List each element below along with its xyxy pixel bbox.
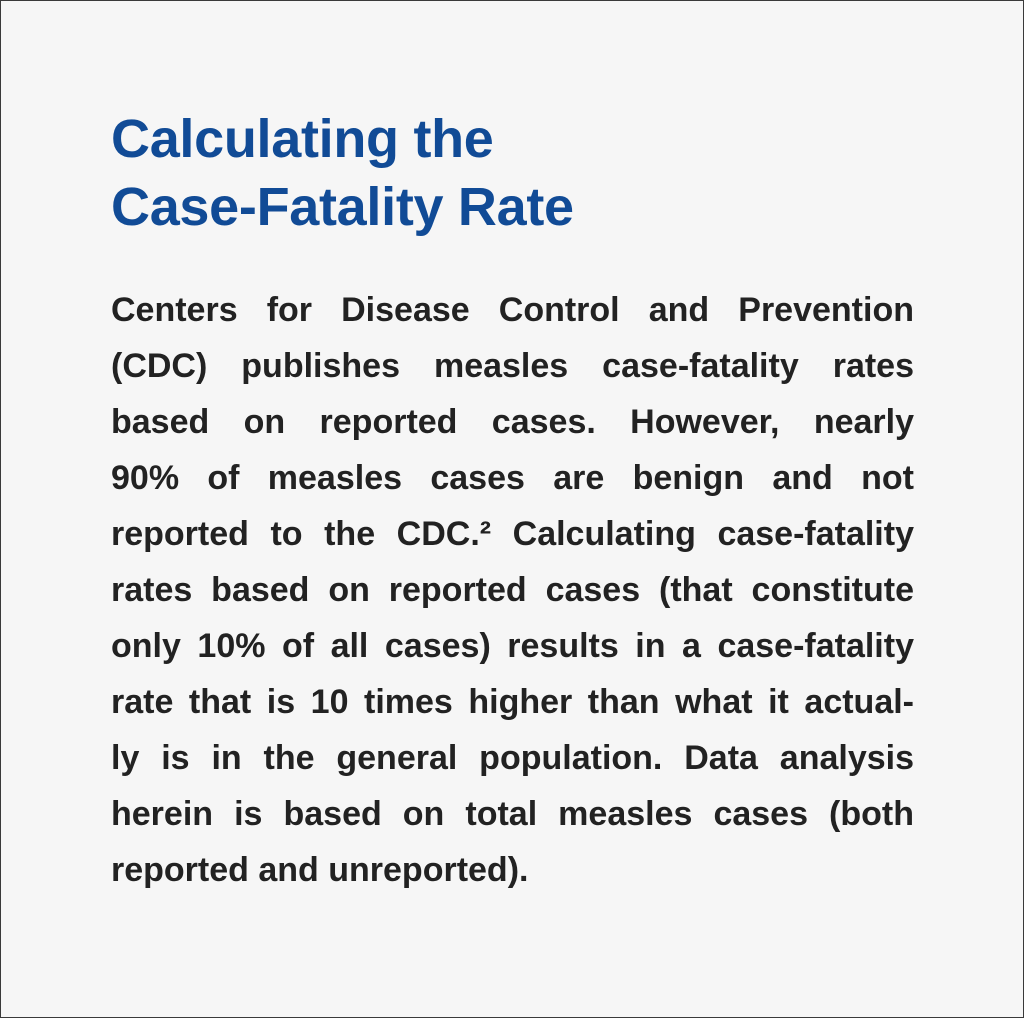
body-line: reported to the CDC.² Calculating case-f… — [111, 515, 914, 553]
body-line: (CDC) publishes measles case-fatality ra… — [111, 347, 914, 385]
title-line-1: Calculating the — [111, 109, 494, 169]
body-line: ly is in the general population. Data an… — [111, 739, 914, 777]
body-line: Centers for Disease Control and Preventi… — [111, 291, 914, 329]
body-line: rates based on reported cases (that cons… — [111, 571, 914, 609]
title-line-2: Case-Fatality Rate — [111, 177, 574, 237]
body-line: only 10% of all cases) results in a case… — [111, 627, 914, 665]
body-line: 90% of measles cases are benign and not — [111, 459, 914, 497]
body-line: rate that is 10 times higher than what i… — [111, 683, 914, 721]
body-line: herein is based on total measles cases (… — [111, 795, 914, 833]
page-title: Calculating the Case-Fatality Rate — [111, 105, 931, 241]
body-line: reported and unreported). — [111, 851, 529, 889]
body-line: based on reported cases. However, nearly — [111, 403, 914, 441]
body-paragraph: Centers for Disease Control and Preventi… — [111, 282, 914, 898]
